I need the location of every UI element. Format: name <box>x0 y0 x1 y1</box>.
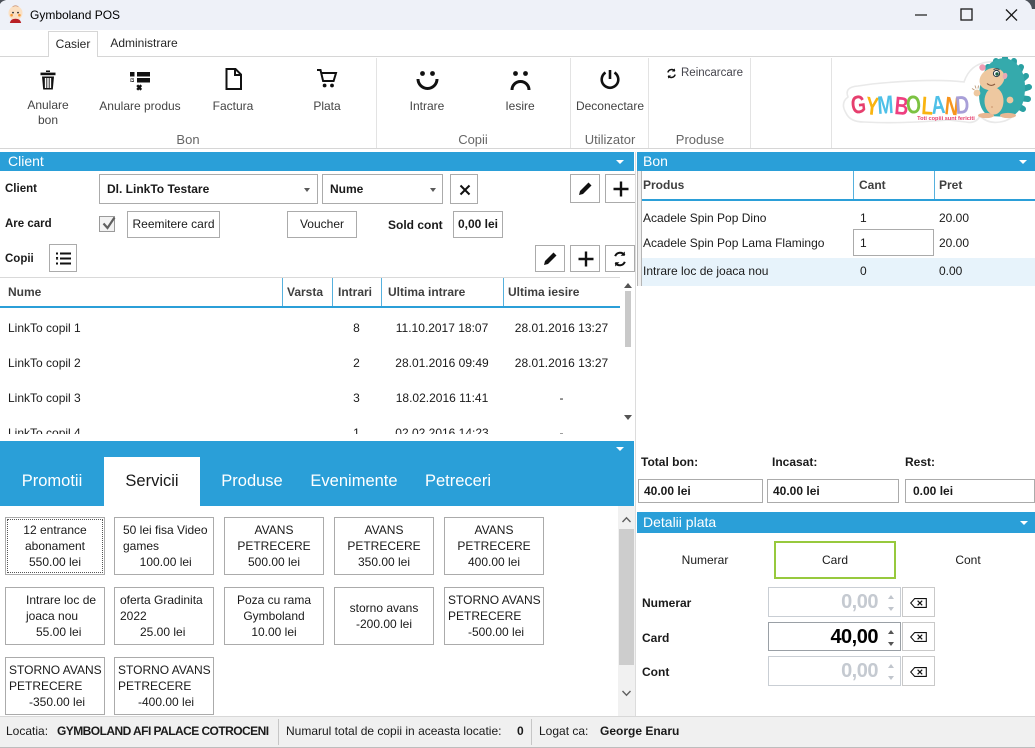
svg-text:O: O <box>905 90 923 120</box>
svg-text:Y: Y <box>864 92 880 121</box>
svg-text:M: M <box>876 90 894 119</box>
svg-text:L: L <box>921 91 935 120</box>
svg-text:A: A <box>930 90 946 119</box>
svg-text:G: G <box>849 90 867 120</box>
svg-text:D: D <box>954 91 970 120</box>
svg-text:Toti copiii sunt fericiti: Toti copiii sunt fericiti <box>917 116 975 122</box>
svg-text:B: B <box>894 92 910 121</box>
svg-text:N: N <box>943 92 960 122</box>
